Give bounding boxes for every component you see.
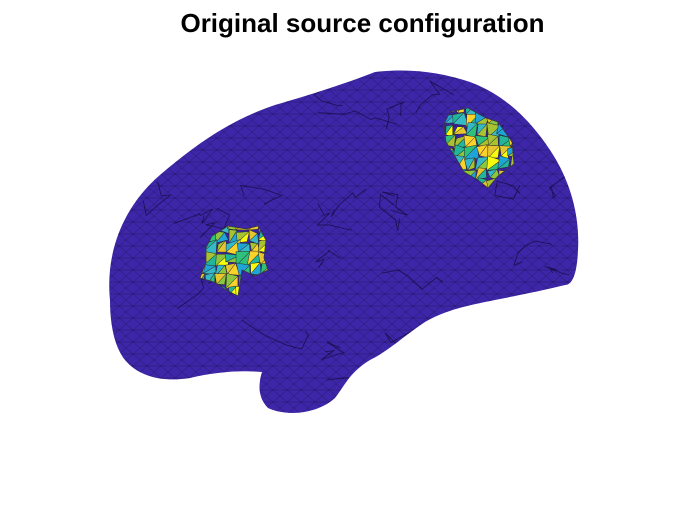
sulcus-line <box>321 341 345 361</box>
source-triangle <box>452 112 469 127</box>
sulcus-line <box>494 180 521 200</box>
sulcus-line <box>381 191 408 216</box>
figure-title: Original source configuration <box>180 8 545 38</box>
sulcus-line <box>200 207 231 238</box>
source-triangle <box>236 230 250 244</box>
source-outline <box>199 225 269 297</box>
source-triangle <box>249 232 259 245</box>
source-triangle <box>250 261 262 276</box>
sulcus-line <box>315 250 341 269</box>
sulcus-line <box>513 240 552 266</box>
source-triangle <box>452 126 468 135</box>
sulcus-line <box>415 80 455 114</box>
sulcus-line <box>544 266 570 276</box>
source-outline <box>443 107 515 189</box>
sulcus-line <box>252 72 280 108</box>
source-triangle <box>456 108 465 114</box>
source-triangle <box>214 231 229 244</box>
sulcus-line <box>379 193 400 231</box>
source-triangle <box>506 145 514 159</box>
sulcus-line <box>330 188 367 218</box>
sulcus-line <box>240 185 283 205</box>
sulcus-line <box>385 101 405 130</box>
sulcus-line <box>174 208 213 224</box>
sulcus-line <box>316 202 352 231</box>
sulcus-line <box>241 319 310 350</box>
sulcus-line <box>509 374 538 398</box>
source-triangle <box>444 133 456 147</box>
source-triangle <box>476 123 488 138</box>
source-triangle <box>216 273 227 285</box>
source-triangle <box>467 156 475 171</box>
cortex-mesh <box>109 70 579 413</box>
source-triangle <box>521 101 532 115</box>
sulcus-line <box>142 181 172 217</box>
sulcus-line <box>318 110 398 125</box>
source-triangle <box>523 104 532 115</box>
source-triangle <box>496 158 511 170</box>
sulcus-line <box>381 269 443 290</box>
sulcus-line <box>548 176 566 199</box>
